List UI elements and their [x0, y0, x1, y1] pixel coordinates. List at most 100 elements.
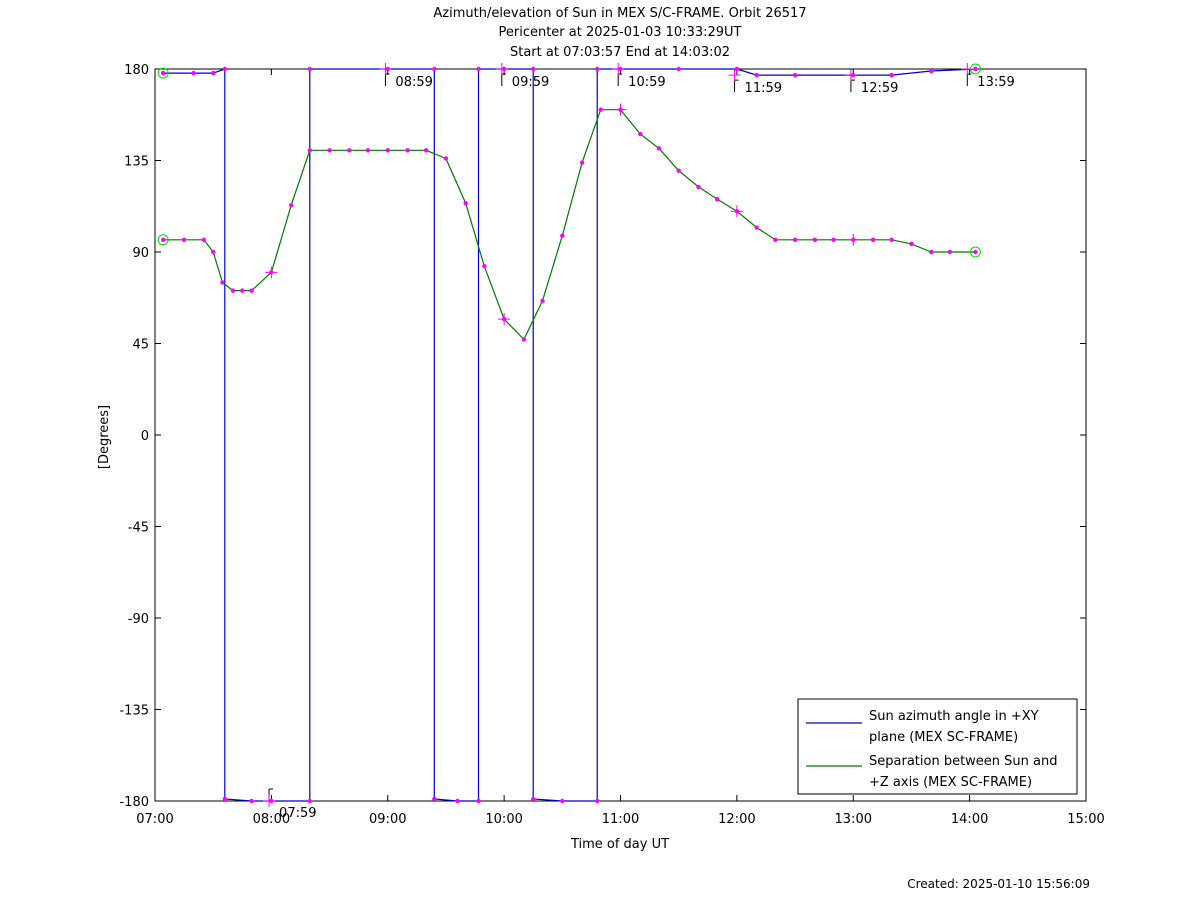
hour-cross-marker — [730, 205, 743, 218]
x-axis-label: Time of day UT — [570, 837, 669, 852]
legend-label-separation-line-1: Separation between Sun and — [869, 754, 1057, 769]
hour-annotations: 07:59 08:59 09:59 10:59 11:59 12:59 13:59 — [263, 63, 1015, 821]
separation-point — [288, 203, 294, 208]
legend-label-azimuth-line-2: plane (MEX SC-FRAME) — [869, 730, 1018, 745]
separation-point — [463, 201, 468, 206]
separation-point — [560, 233, 565, 238]
azimuth-point — [222, 796, 228, 802]
x-tick-label: 09:00 — [369, 812, 406, 827]
y-tick-label: -180 — [119, 795, 149, 810]
azimuth-point — [531, 66, 536, 72]
x-tick-label: 14:00 — [951, 812, 988, 827]
separation-point — [909, 241, 914, 247]
y-tick-label: -45 — [128, 521, 149, 536]
separation-point — [521, 337, 527, 342]
azimuth-point — [476, 66, 481, 72]
hour-label: 12:59 — [861, 81, 898, 96]
separation-point — [831, 237, 836, 242]
hour-label: 11:59 — [745, 81, 782, 96]
x-tick-label: 13:00 — [835, 812, 872, 827]
separation-point — [443, 156, 449, 161]
azimuth-point — [595, 66, 600, 72]
hour-cross-marker — [614, 103, 627, 116]
separation-point — [230, 288, 236, 293]
separation-point — [696, 184, 701, 190]
separation-point — [405, 148, 410, 153]
legend-box — [797, 698, 1078, 795]
separation-point — [889, 237, 894, 242]
hour-cross-marker — [379, 63, 392, 75]
separation-point — [240, 288, 245, 293]
start-marker — [157, 234, 169, 246]
hour-cross-marker — [495, 63, 508, 75]
separation-point — [929, 249, 934, 255]
separation-point — [347, 148, 352, 153]
separation-point — [870, 237, 876, 242]
hour-cross-marker — [728, 69, 741, 82]
separation-point — [327, 148, 332, 153]
azimuth-point — [754, 72, 759, 78]
hour-tick-marker — [384, 73, 390, 86]
azimuth-point — [734, 66, 740, 72]
separation-point — [385, 148, 390, 153]
x-tick-label: 08:00 — [253, 812, 290, 827]
hour-label: 13:59 — [977, 75, 1014, 90]
hour-cross-marker — [612, 63, 625, 75]
separation-point — [482, 264, 487, 269]
y-tick-label: 180 — [124, 63, 149, 78]
azimuth-point — [222, 66, 228, 72]
azimuth-point — [531, 796, 536, 802]
separation-point — [638, 131, 643, 137]
azimuth-point — [191, 70, 196, 76]
hour-label: 07:59 — [279, 806, 316, 821]
separation-point — [201, 237, 207, 242]
chart-title-line-2: Pericenter at 2025-01-03 10:33:29UT — [498, 25, 741, 40]
x-tick-label: 15:00 — [1067, 812, 1104, 827]
separation-point — [973, 249, 978, 255]
hour-label: 10:59 — [628, 75, 665, 90]
y-tick-label: 90 — [132, 246, 149, 261]
x-tick-label: 11:00 — [602, 812, 639, 827]
legend: Sun azimuth angle in +XY plane (MEX SC-F… — [797, 698, 1078, 795]
separation-point — [181, 237, 187, 242]
azimuth-point — [595, 798, 600, 804]
azimuth-point — [560, 798, 565, 804]
separation-point — [210, 249, 216, 255]
hour-label: 09:59 — [512, 75, 549, 90]
separation-point — [792, 237, 798, 242]
azimuth-point — [210, 70, 216, 76]
separation-point — [598, 107, 603, 112]
start-marker — [157, 67, 169, 79]
hour-label: 08:59 — [395, 75, 432, 90]
azimuth-point — [676, 66, 681, 72]
separation-point — [579, 160, 585, 165]
azimuth-point — [973, 66, 978, 72]
azimuth-point — [476, 798, 481, 804]
azimuth-point — [249, 798, 254, 804]
y-tick-label: 45 — [132, 338, 149, 353]
azimuth-point — [455, 798, 460, 804]
y-tick-label: -90 — [128, 612, 149, 627]
legend-label-azimuth-line-1: Sun azimuth angle in +XY — [869, 709, 1039, 724]
azimuth-point — [929, 68, 934, 74]
azimuth-point — [432, 66, 437, 72]
azimuth-point — [160, 70, 166, 76]
end-marker — [969, 246, 981, 258]
azimuth-point — [889, 72, 894, 78]
separation-point — [947, 249, 953, 255]
hour-cross-marker — [498, 313, 511, 326]
hour-cross-marker — [961, 63, 974, 75]
hour-tick-marker — [617, 73, 623, 86]
hour-cross-marker — [263, 795, 276, 807]
y-tick-label: 135 — [124, 155, 149, 170]
azimuth-point — [792, 72, 798, 78]
hour-tick-marker — [501, 73, 506, 86]
separation-point — [714, 196, 720, 202]
azimuth-point — [307, 66, 312, 72]
chart-title-line-1: Azimuth/elevation of Sun in MEX S/C-FRAM… — [433, 6, 806, 21]
separation-point — [307, 148, 312, 153]
separation-point — [540, 298, 545, 303]
separation-point — [249, 288, 254, 293]
azimuth-line — [163, 68, 976, 802]
